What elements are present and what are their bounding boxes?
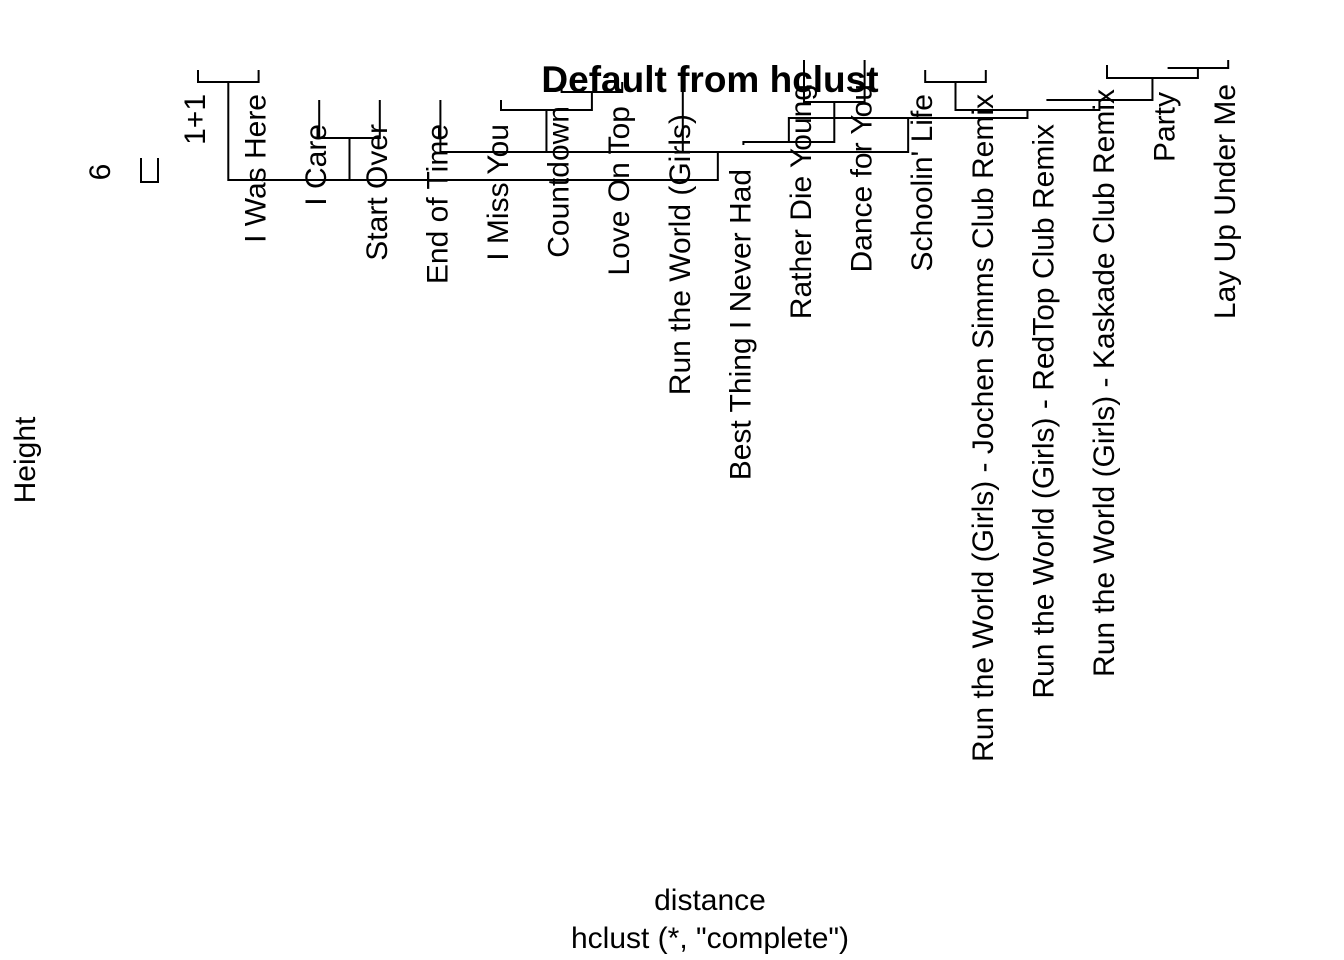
leaf-label: I Care — [300, 124, 333, 206]
leaf-label: Rather Die Young — [785, 84, 818, 319]
leaf-label: End of Time — [421, 124, 454, 284]
dendrogram-branch-11 — [1167, 60, 1230, 69]
leaf-label: I Was Here — [240, 94, 273, 243]
leaf-label: Dance for You — [846, 84, 879, 272]
leaf-labels: 1+1 I Was Here I Care Start Over End of Time… — [179, 84, 1242, 762]
leaf-label: I Miss You — [482, 124, 515, 261]
dendrogram-branch-17 — [288, 152, 719, 181]
leaf-label: 1+1 — [179, 94, 212, 145]
dendrogram-branches — [197, 60, 1230, 181]
leaf-label: Run the World (Girls) - Kaskade Club Rem… — [1088, 89, 1121, 677]
leaf-label: Run the World (Girls) - RedTop Club Remi… — [1027, 124, 1060, 699]
x-axis-subtitle: hclust (*, "complete") — [571, 922, 849, 955]
leaf-label: Best Thing I Never Had — [724, 169, 757, 480]
y-axis: 6 — [84, 158, 159, 183]
dendrogram-branch-9 — [924, 70, 987, 83]
leaf-label: Lay Up Under Me — [1209, 84, 1242, 319]
leaf-label: Party — [1149, 92, 1182, 162]
dendrogram-branch-1 — [197, 70, 260, 83]
y-tick-label-6: 6 — [84, 164, 117, 181]
leaf-label: Run the World (Girls) - Jochen Simms Clu… — [967, 94, 1000, 762]
leaf-label: Start Over — [361, 124, 394, 261]
dendrogram-branch-13 — [1046, 78, 1154, 101]
dendrogram-branch-7 — [439, 100, 615, 153]
leaf-label: Love On Top — [603, 106, 636, 276]
leaf-label: Countdown — [543, 106, 576, 258]
leaf-label: Run the World (Girls) — [664, 114, 697, 395]
y-axis-label: Height — [9, 416, 42, 503]
dendrogram-branch-16 — [527, 118, 910, 153]
y-axis-tick-mark — [140, 158, 159, 183]
chart-title: Default from hclust — [541, 59, 878, 100]
x-axis-label: distance — [654, 884, 766, 917]
dendrogram-branch-12 — [1106, 65, 1199, 79]
leaf-label: Schoolin' Life — [906, 94, 939, 272]
